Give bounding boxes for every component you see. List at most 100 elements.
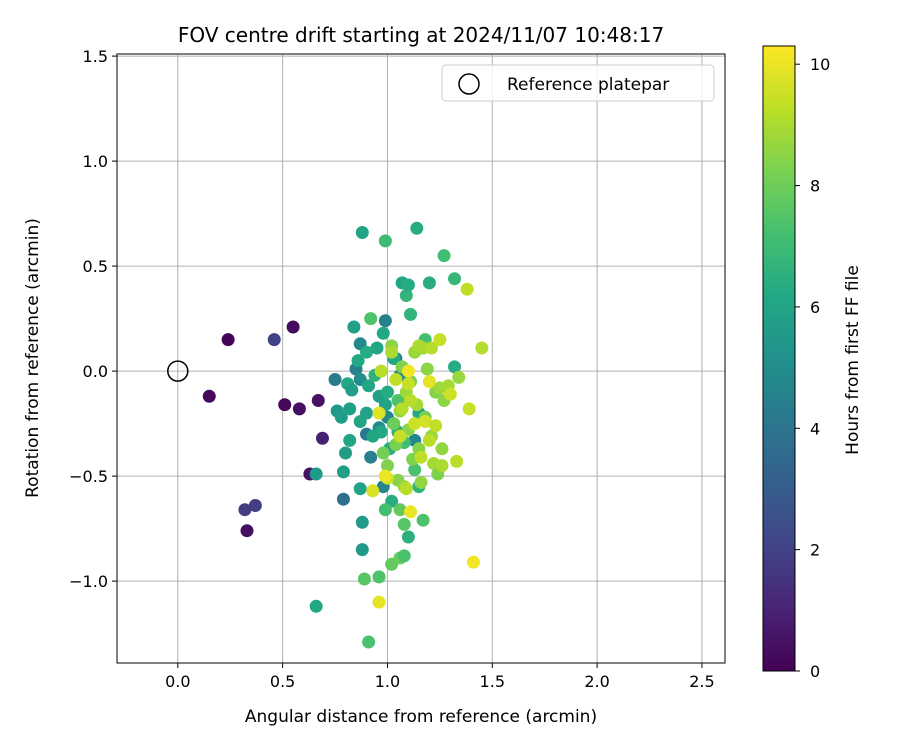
data-point: [378, 503, 392, 517]
data-point: [448, 272, 462, 286]
legend-marker-circle: [458, 73, 480, 95]
colorbar-tick-label: 8: [810, 177, 820, 196]
data-point: [343, 402, 357, 416]
data-point: [401, 377, 415, 391]
data-points: [167, 221, 489, 649]
colorbar: 0 2 4 6 8 10 Hours from first FF file: [762, 45, 863, 681]
colorbar-tick-label: 0: [810, 662, 820, 681]
data-point: [311, 394, 325, 407]
data-point: [448, 360, 462, 374]
data-point: [376, 326, 390, 340]
data-point: [343, 433, 357, 447]
x-tick-label: 0.5: [270, 672, 295, 691]
data-point: [404, 394, 418, 407]
data-point: [286, 320, 300, 334]
data-point: [399, 289, 413, 302]
data-point: [401, 530, 415, 544]
data-point: [378, 234, 392, 248]
x-tick-label: 0.0: [165, 672, 190, 691]
data-point: [336, 492, 350, 506]
data-point: [452, 370, 466, 384]
data-point: [355, 226, 369, 239]
y-tick-label: 1.5: [83, 47, 108, 66]
data-point: [380, 385, 394, 399]
data-point: [362, 635, 376, 649]
data-point: [347, 320, 361, 334]
data-point: [443, 387, 457, 401]
data-point: [370, 341, 384, 355]
data-point: [357, 572, 371, 586]
data-point: [422, 375, 436, 389]
data-point: [355, 515, 369, 529]
data-point: [372, 595, 386, 609]
data-point: [397, 549, 411, 563]
chart-title: FOV centre drift starting at 2024/11/07 …: [178, 23, 664, 47]
data-point: [380, 459, 394, 473]
x-tick-label: 1.5: [480, 672, 505, 691]
x-axis-ticks: 0.0 0.5 1.0 1.5 2.0 2.5: [165, 663, 715, 691]
data-point: [433, 333, 447, 347]
data-point: [378, 469, 392, 483]
colorbar-tick-label: 4: [810, 419, 820, 438]
data-point: [437, 249, 451, 263]
data-point: [418, 415, 432, 428]
data-point: [435, 459, 449, 473]
data-point: [353, 482, 367, 496]
colorbar-tick-label: 6: [810, 298, 820, 317]
data-point: [315, 431, 329, 445]
data-point: [240, 524, 254, 538]
data-point: [408, 417, 422, 431]
data-point: [414, 475, 428, 489]
y-tick-label: −1.0: [69, 572, 108, 591]
data-point: [334, 410, 348, 424]
data-point: [424, 341, 438, 355]
data-point: [221, 333, 235, 347]
data-point: [336, 465, 350, 479]
data-point: [359, 345, 373, 359]
data-point: [366, 484, 380, 498]
data-point: [429, 419, 443, 433]
data-point: [422, 276, 436, 290]
data-point: [414, 450, 428, 464]
data-point: [393, 503, 407, 517]
data-point: [309, 467, 323, 481]
reference-platepar-marker: [167, 360, 189, 382]
data-point: [401, 364, 415, 378]
data-point: [372, 406, 386, 420]
legend-box: [441, 64, 715, 102]
data-point: [410, 221, 424, 235]
y-axis-ticks: −1.0 −0.5 0.0 0.5 1.0 1.5: [69, 47, 117, 591]
data-point: [374, 364, 388, 378]
data-point: [372, 570, 386, 584]
data-point: [292, 402, 306, 416]
data-point: [399, 482, 413, 496]
legend: Reference platepar: [441, 64, 715, 102]
data-point: [328, 373, 342, 386]
data-point: [387, 417, 401, 431]
data-point: [420, 362, 434, 376]
data-point: [401, 278, 415, 292]
x-axis-label: Angular distance from reference (arcmin): [245, 707, 597, 727]
data-point: [404, 505, 418, 519]
data-point: [385, 345, 399, 359]
data-point: [364, 312, 378, 326]
y-tick-label: −0.5: [69, 467, 108, 486]
plot-area: 0.0 0.5 1.0 1.5 2.0 2.5 −1.0 −0.5 0.0 0.5 1.0 1.5: [69, 47, 726, 691]
data-point: [404, 307, 418, 321]
data-point: [450, 454, 464, 468]
data-point: [412, 339, 426, 353]
data-point: [278, 398, 292, 412]
data-point: [397, 517, 411, 531]
data-point: [395, 402, 409, 416]
plot-frame: [116, 53, 726, 664]
data-point: [422, 433, 436, 447]
data-point: [393, 429, 407, 443]
data-point: [435, 442, 449, 456]
data-point: [408, 463, 422, 477]
data-point: [462, 402, 476, 416]
data-point: [378, 314, 392, 328]
y-tick-label: 1.0: [83, 152, 108, 171]
data-point: [309, 599, 323, 613]
